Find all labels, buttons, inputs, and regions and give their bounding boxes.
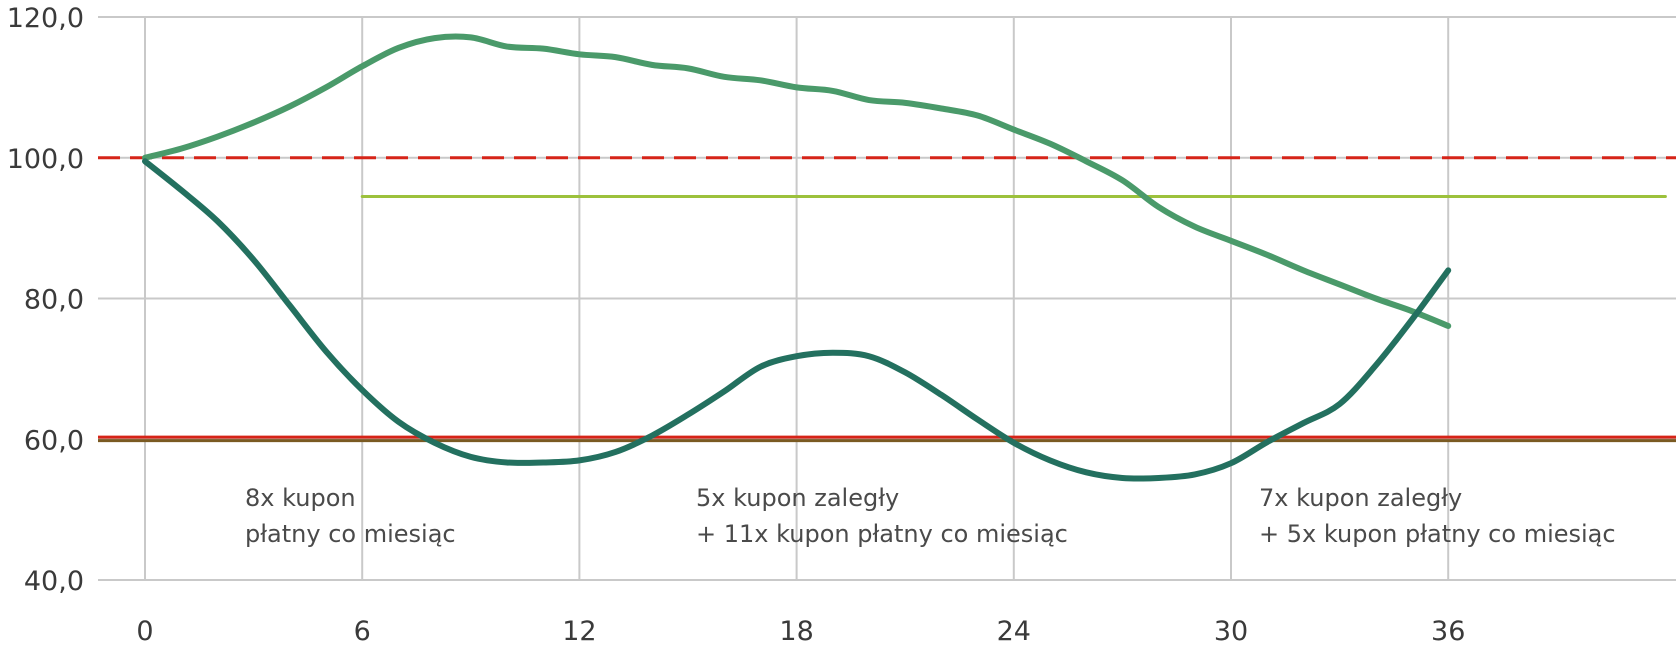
annotation-2-line-1: 5x kupon zaległy: [696, 484, 900, 512]
series-line-2: [142, 158, 1452, 482]
series-line-1: [142, 33, 1452, 329]
x-tick-label: 36: [1431, 616, 1465, 647]
x-tick-label: 18: [779, 616, 813, 647]
reference-lines: [98, 156, 1676, 443]
series-lines: [142, 33, 1667, 482]
y-tick-label: 120,0: [7, 3, 84, 34]
y-tick-label: 100,0: [7, 144, 84, 175]
annotation-3-line-1: 7x kupon zaległy: [1259, 484, 1463, 512]
x-axis-ticks: 0 6 12 18 24 30 36: [136, 616, 1465, 647]
x-tick-label: 6: [354, 616, 371, 647]
y-tick-label: 40,0: [24, 566, 84, 597]
annotation-1-line-1: 8x kupon: [245, 484, 356, 512]
annotation-3: 7x kupon zaległy + 5x kupon płatny co mi…: [1259, 480, 1616, 552]
annotation-3-line-2: + 5x kupon płatny co miesiąc: [1259, 520, 1616, 548]
x-tick-label: 12: [562, 616, 596, 647]
annotation-1: 8x kupon płatny co miesiąc: [245, 480, 456, 552]
x-tick-label: 0: [136, 616, 153, 647]
y-axis-ticks: 40,0 60,0 80,0 100,0 120,0: [7, 3, 84, 597]
x-tick-label: 30: [1214, 616, 1248, 647]
annotation-2: 5x kupon zaległy + 11x kupon płatny co m…: [696, 480, 1068, 552]
annotation-1-line-2: płatny co miesiąc: [245, 520, 456, 548]
x-tick-label: 24: [997, 616, 1031, 647]
y-tick-label: 80,0: [24, 285, 84, 316]
y-tick-label: 60,0: [24, 425, 84, 456]
annotation-2-line-2: + 11x kupon płatny co miesiąc: [696, 520, 1068, 548]
